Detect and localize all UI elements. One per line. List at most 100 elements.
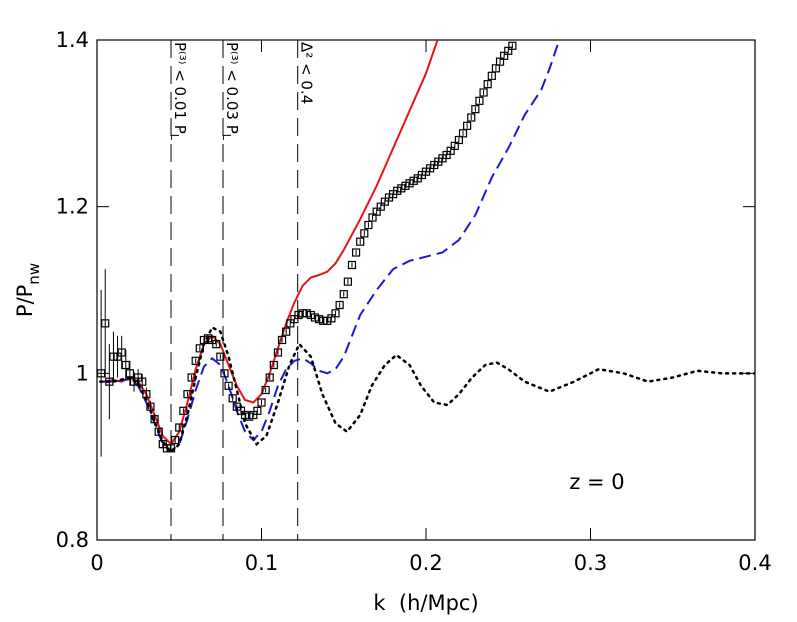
annotation: z = 0 bbox=[569, 470, 624, 494]
data-point bbox=[195, 344, 204, 353]
data-point bbox=[372, 207, 381, 216]
data-point bbox=[203, 334, 213, 343]
data-point bbox=[269, 360, 278, 370]
data-point bbox=[97, 369, 106, 378]
x-tick-label: 0.3 bbox=[574, 551, 607, 575]
threshold-label: P⁽³⁾ < 0.01 PL bbox=[168, 42, 189, 141]
data-point bbox=[232, 402, 241, 411]
data-point bbox=[508, 41, 517, 50]
data-point bbox=[298, 309, 307, 318]
data-point bbox=[183, 390, 192, 399]
data-point bbox=[220, 369, 229, 378]
data-point bbox=[290, 315, 299, 324]
data-point bbox=[327, 314, 336, 323]
threshold-label: Δ² < 0.4 bbox=[298, 42, 316, 104]
x-axis-label: k (h/Mpc) bbox=[373, 591, 478, 615]
data-point bbox=[277, 335, 287, 345]
data-point bbox=[463, 121, 472, 130]
data-point bbox=[397, 184, 406, 193]
y-axis-label-sub: nw bbox=[25, 263, 43, 285]
data-point bbox=[504, 46, 513, 55]
data-point bbox=[491, 64, 501, 73]
threshold-label-main: Δ² < 0.4 bbox=[298, 42, 316, 104]
data-point bbox=[249, 410, 258, 420]
data-point bbox=[306, 310, 315, 320]
data-point bbox=[335, 300, 344, 310]
data-point bbox=[216, 352, 225, 361]
data-point bbox=[376, 202, 385, 211]
data-point bbox=[245, 412, 254, 421]
data-point bbox=[257, 398, 266, 407]
data-point bbox=[364, 220, 373, 230]
data-point bbox=[446, 146, 455, 155]
data-point bbox=[302, 309, 311, 318]
series-line bbox=[100, 40, 561, 453]
data-point bbox=[286, 319, 295, 328]
y-tick-label: 0.8 bbox=[56, 528, 89, 552]
data-point bbox=[134, 373, 143, 382]
data-point bbox=[323, 316, 332, 325]
y-tick-label: 1.4 bbox=[56, 28, 89, 52]
data-point bbox=[171, 435, 180, 445]
y-tick-label: 1.2 bbox=[56, 195, 89, 219]
data-point bbox=[191, 356, 200, 365]
data-point bbox=[101, 319, 110, 328]
data-point bbox=[471, 105, 480, 114]
data-point bbox=[475, 96, 484, 105]
data-point bbox=[487, 71, 496, 80]
threshold-label-main: P⁽³⁾ < 0.03 P bbox=[223, 42, 241, 134]
data-point bbox=[129, 377, 139, 386]
data-point bbox=[343, 277, 352, 286]
plot-area bbox=[97, 40, 755, 457]
data-point bbox=[495, 57, 505, 66]
data-point bbox=[483, 80, 492, 89]
data-point bbox=[179, 406, 188, 415]
data-point bbox=[380, 197, 389, 206]
threshold-label: P⁽³⁾ < 0.03 PL bbox=[220, 42, 241, 141]
data-point bbox=[294, 310, 303, 320]
data-point bbox=[454, 135, 463, 145]
data-point bbox=[138, 377, 147, 386]
threshold-label-sub: L bbox=[168, 134, 181, 141]
series-line bbox=[99, 325, 755, 455]
data-point bbox=[273, 348, 283, 357]
data-point bbox=[208, 335, 217, 345]
data-point bbox=[158, 440, 167, 449]
data-point bbox=[240, 410, 250, 420]
data-point bbox=[187, 373, 196, 382]
data-point bbox=[175, 423, 184, 432]
y-axis-label: P/Pnw bbox=[13, 263, 43, 317]
x-tick-label: 0.2 bbox=[409, 551, 442, 575]
data-point bbox=[401, 181, 410, 190]
x-tick-label: 0.1 bbox=[245, 551, 278, 575]
x-tick-label: 0.4 bbox=[738, 551, 771, 575]
data-point bbox=[253, 406, 262, 415]
data-point bbox=[261, 385, 270, 395]
data-point bbox=[166, 444, 176, 453]
data-point bbox=[442, 150, 451, 160]
data-point bbox=[356, 237, 365, 246]
data-point bbox=[467, 113, 476, 122]
data-point bbox=[405, 179, 414, 188]
data-point bbox=[282, 327, 291, 336]
data-point bbox=[113, 352, 122, 361]
x-tick-label: 0 bbox=[90, 551, 103, 575]
data-point bbox=[212, 340, 221, 349]
data-point bbox=[409, 176, 418, 185]
data-point bbox=[351, 248, 361, 257]
data-point bbox=[500, 51, 509, 60]
data-point bbox=[121, 360, 130, 370]
data-point bbox=[117, 348, 126, 357]
data-point bbox=[109, 352, 118, 361]
data-point bbox=[199, 335, 209, 345]
data-point bbox=[458, 129, 468, 138]
data-point bbox=[142, 390, 151, 399]
data-point bbox=[154, 427, 163, 436]
data-point bbox=[314, 315, 324, 324]
data-point bbox=[331, 309, 340, 318]
threshold-label-sub: L bbox=[220, 134, 233, 141]
data-point bbox=[360, 229, 369, 238]
data-point bbox=[146, 402, 155, 411]
data-point bbox=[162, 444, 172, 453]
